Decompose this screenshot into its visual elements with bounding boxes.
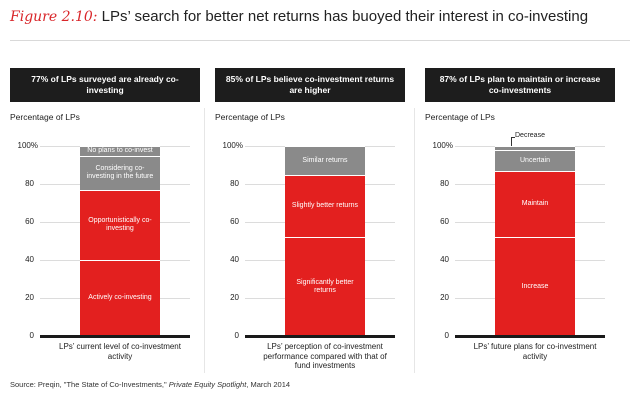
x-axis-caption: LPs’ current level of co-investment acti… [59, 342, 181, 361]
y-axis-label: Percentage of LPs [10, 112, 80, 122]
panel-divider [414, 108, 415, 373]
chart-panel-1: 77% of LPs surveyed are already co-inves… [10, 68, 200, 373]
panel-header-text: 87% of LPs plan to maintain or increase … [439, 74, 601, 95]
y-tick-label: 0 [29, 331, 34, 340]
y-tick-label: 80 [440, 179, 449, 188]
panel-header: 77% of LPs surveyed are already co-inves… [10, 68, 200, 102]
bar-segment-label: Opportunistically co-investing [88, 217, 152, 233]
bar-segment: No plans to co-invest [80, 146, 160, 156]
bar-segment-label: Slightly better returns [291, 202, 359, 210]
panel-header: 85% of LPs believe co-investment returns… [215, 68, 405, 102]
y-axis-label: Percentage of LPs [215, 112, 285, 122]
bar-segment-label: No plans to co-invest [87, 147, 153, 155]
chart-panel-2: 85% of LPs believe co-investment returns… [215, 68, 405, 373]
x-axis-caption: LPs’ perception of co-investment perform… [263, 342, 387, 371]
bar-segment [495, 146, 575, 150]
bar-segment: Increase [495, 237, 575, 336]
y-tick-label: 100% [222, 141, 243, 150]
bar-segment: Similar returns [285, 146, 365, 175]
y-tick-label: 60 [25, 217, 34, 226]
bar-segment: Actively co-investing [80, 260, 160, 336]
x-axis-baseline [455, 335, 605, 338]
y-tick-label: 40 [440, 255, 449, 264]
source-publication: Private Equity Spotlight [168, 380, 247, 389]
panel-header-text: 77% of LPs surveyed are already co-inves… [31, 74, 179, 95]
callout-label: Decrease [515, 132, 545, 139]
bar-segment-label: Uncertain [520, 156, 550, 164]
y-tick-label: 40 [25, 255, 34, 264]
y-axis-label: Percentage of LPs [425, 112, 495, 122]
y-tick-label: 0 [444, 331, 449, 340]
y-tick-label: 20 [230, 293, 239, 302]
panel-header: 87% of LPs plan to maintain or increase … [425, 68, 615, 102]
x-axis-caption: LPs’ future plans for co-investment acti… [473, 342, 597, 361]
chart-panel-3: 87% of LPs plan to maintain or increase … [425, 68, 615, 373]
callout-leader-line [511, 137, 515, 138]
bar-segment: Slightly better returns [285, 174, 365, 238]
y-tick-label: 80 [230, 179, 239, 188]
bar-segment: Uncertain [495, 149, 575, 171]
figure-title-text: LPs’ search for better net returns has b… [101, 8, 589, 25]
y-tick-label: 0 [234, 331, 239, 340]
y-tick-label: 100% [17, 141, 38, 150]
bar-segment: Considering co-investing in the future [80, 155, 160, 190]
panel-divider [204, 108, 205, 373]
panel-header-text: 85% of LPs believe co-investment returns… [225, 74, 395, 95]
x-axis-baseline [245, 335, 395, 338]
figure-title: Figure 2.10: LPs’ search for better net … [10, 8, 588, 25]
source-prefix: Source: Preqin, "The State of Co-Investm… [10, 380, 167, 389]
bar-segment: Significantly better returns [285, 237, 365, 336]
y-tick-label: 20 [440, 293, 449, 302]
bar-segment-label: Maintain [521, 200, 549, 208]
y-tick-label: 100% [432, 141, 453, 150]
bar-segment: Maintain [495, 170, 575, 238]
title-rule [10, 40, 630, 41]
bar-segment-label: Similar returns [302, 156, 348, 164]
y-tick-label: 20 [25, 293, 34, 302]
bar-segment-label: Considering co-investing in the future [86, 165, 154, 181]
bar-segment-label: Increase [521, 283, 549, 291]
y-tick-label: 60 [230, 217, 239, 226]
bar-segment-label: Actively co-investing [88, 294, 152, 302]
x-axis-baseline [40, 335, 190, 338]
y-tick-label: 60 [440, 217, 449, 226]
source-suffix: , March 2014 [246, 380, 291, 389]
callout-leader-line [511, 137, 512, 147]
y-tick-label: 80 [25, 179, 34, 188]
source-note: Source: Preqin, "The State of Co-Investm… [10, 380, 290, 389]
bar-segment: Opportunistically co-investing [80, 189, 160, 260]
figure-label: Figure 2.10: [10, 9, 98, 25]
y-tick-label: 40 [230, 255, 239, 264]
bar-segment-label: Significantly better returns [296, 279, 354, 295]
